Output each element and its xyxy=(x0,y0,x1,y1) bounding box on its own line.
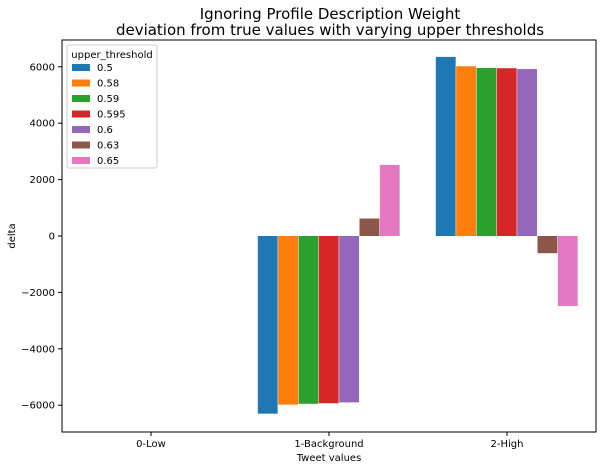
legend: upper_threshold 0.5 0.58 0.59 0.595 0.6 0.63 0… xyxy=(66,44,158,169)
bar-2-high-0_58 xyxy=(456,66,476,236)
chart-title: Ignoring Profile Description Weight xyxy=(200,5,461,23)
y-tick-label: 6000 xyxy=(30,62,55,73)
bar-2-high-0_65 xyxy=(557,236,578,306)
x-axis-label: Tweet values xyxy=(296,453,362,464)
legend-swatch-0_58 xyxy=(72,79,90,87)
bar-2-high-0_595 xyxy=(496,68,517,236)
legend-swatch-0_595 xyxy=(72,110,90,118)
bar-1-background-0_595 xyxy=(318,236,339,404)
bar-2-high-0_5 xyxy=(435,56,456,236)
x-tick-label: 0-Low xyxy=(136,439,166,450)
bar-1-background-0_65 xyxy=(379,164,400,236)
y-tick-label: −2000 xyxy=(21,288,55,299)
bar-1-background-0_59 xyxy=(298,236,319,404)
bar-2-high-0_63 xyxy=(537,236,558,254)
bar-2-high-0_6 xyxy=(517,69,538,236)
y-tick-label: −6000 xyxy=(21,401,55,412)
y-axis-label: delta xyxy=(7,223,18,248)
bar-1-background-0_58 xyxy=(278,236,298,405)
legend-box xyxy=(66,44,158,169)
bars-group xyxy=(257,56,578,414)
legend-swatch-0_63 xyxy=(72,141,90,149)
y-tick-label: −4000 xyxy=(21,344,55,355)
legend-label-0_6: 0.6 xyxy=(97,125,113,136)
chart-subtitle: deviation from true values with varying … xyxy=(116,21,544,39)
legend-label-0_5: 0.5 xyxy=(97,63,113,74)
x-tick-label: 1-Background xyxy=(294,439,363,450)
legend-swatch-0_59 xyxy=(72,95,90,102)
legend-label-0_59: 0.59 xyxy=(97,94,119,105)
legend-label-0_63: 0.63 xyxy=(97,141,119,152)
legend-swatch-0_5 xyxy=(72,64,90,71)
bar-1-background-0_63 xyxy=(359,218,380,236)
legend-title: upper_threshold xyxy=(71,50,152,61)
y-tick-label: 2000 xyxy=(30,175,55,186)
legend-label-0_65: 0.65 xyxy=(97,156,119,167)
y-axis: −6000 −4000 −2000 0 2000 4000 6000 xyxy=(21,62,62,412)
x-axis: 0-Low 1-Background 2-High xyxy=(136,432,523,450)
legend-swatch-0_6 xyxy=(72,126,90,133)
y-tick-label: 4000 xyxy=(30,119,55,130)
legend-label-0_58: 0.58 xyxy=(97,79,119,90)
legend-label-0_595: 0.595 xyxy=(97,110,126,121)
bar-2-high-0_59 xyxy=(476,67,497,236)
x-tick-label: 2-High xyxy=(491,439,524,450)
bar-1-background-0_5 xyxy=(257,236,278,414)
y-tick-label: 0 xyxy=(49,232,55,243)
bar-1-background-0_6 xyxy=(339,236,360,403)
legend-swatch-0_65 xyxy=(72,157,90,164)
